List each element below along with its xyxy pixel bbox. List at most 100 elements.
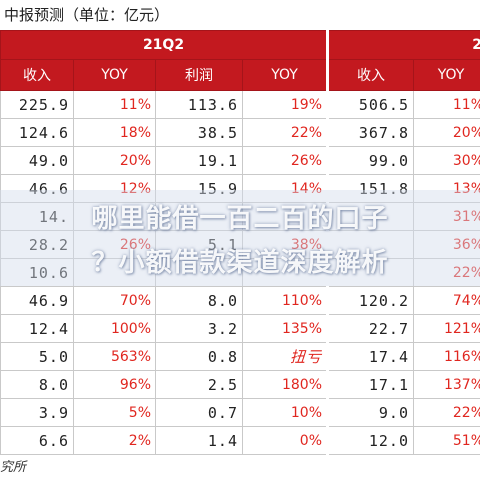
table-row: 12.4 100% 3.2 135% 22.7 121% bbox=[0, 314, 480, 343]
yoy-cell: 11% bbox=[413, 90, 480, 119]
yoy-cell: 116% bbox=[413, 342, 480, 371]
yoy-cell: 22% bbox=[413, 398, 480, 427]
yoy-cell: 110% bbox=[242, 286, 328, 315]
col-header-revenue: 收入 bbox=[326, 59, 414, 91]
yoy-cell: 20% bbox=[413, 118, 480, 147]
yoy-cell bbox=[73, 202, 156, 231]
value-cell bbox=[326, 230, 414, 259]
col-header-profit: 利润 bbox=[155, 59, 243, 91]
table-row: 14. 31% bbox=[0, 202, 480, 231]
yoy-cell: 13% bbox=[413, 174, 480, 203]
value-cell: 5.1 bbox=[155, 230, 243, 259]
value-cell: 46.6 bbox=[0, 174, 74, 203]
yoy-cell: 20% bbox=[73, 146, 156, 175]
forecast-table: 21Q2 2 收入 YOY 利润 YOY 收入 YOY 225.911%113.… bbox=[0, 30, 480, 455]
table-row: 3.95%0.710%9.022% bbox=[0, 398, 480, 427]
yoy-cell: 137% bbox=[413, 370, 480, 399]
value-cell: 8.0 bbox=[155, 286, 243, 315]
value-cell: 124.6 bbox=[0, 118, 74, 147]
value-cell: 367.8 bbox=[326, 118, 414, 147]
table-row: 6.62%1.40%12.051% bbox=[0, 426, 480, 455]
table-row: 10.6 22% bbox=[0, 258, 480, 287]
value-cell: 99.0 bbox=[326, 146, 414, 175]
col-header-revenue: 收入 bbox=[0, 59, 74, 91]
table-row: 49.020%19.126%99.030% bbox=[0, 146, 480, 175]
value-cell: 15.9 bbox=[155, 174, 243, 203]
table-row: 225.911%113.619%506.511% bbox=[0, 90, 480, 119]
yoy-cell: 12% bbox=[73, 174, 156, 203]
table-row: 5.0 563% 0.8 扭亏 17.4 116% bbox=[0, 342, 480, 371]
value-cell: 5.0 bbox=[0, 342, 74, 371]
period-header-row: 21Q2 2 bbox=[0, 30, 480, 60]
value-cell: 0.8 bbox=[155, 342, 243, 371]
value-cell: 19.1 bbox=[155, 146, 243, 175]
value-cell bbox=[155, 258, 243, 287]
value-cell: 225.9 bbox=[0, 90, 74, 119]
value-cell: 6.6 bbox=[0, 426, 74, 455]
yoy-cell: 11% bbox=[73, 90, 156, 119]
yoy-cell: 0% bbox=[242, 426, 328, 455]
yoy-cell: 74% bbox=[413, 286, 480, 315]
source-note: 究所 bbox=[0, 460, 27, 475]
value-cell: 506.5 bbox=[326, 90, 414, 119]
period-next: 2 bbox=[326, 30, 480, 60]
value-cell: 12.0 bbox=[326, 426, 414, 455]
table-title: 中报预测（单位：亿元） bbox=[4, 6, 170, 24]
yoy-cell: 51% bbox=[413, 426, 480, 455]
yoy-cell: 5% bbox=[73, 398, 156, 427]
value-cell: 113.6 bbox=[155, 90, 243, 119]
yoy-cell: 18% bbox=[73, 118, 156, 147]
value-cell: 3.9 bbox=[0, 398, 74, 427]
value-cell: 49.0 bbox=[0, 146, 74, 175]
value-cell: 9.0 bbox=[326, 398, 414, 427]
yoy-cell: 19% bbox=[242, 90, 328, 119]
yoy-cell: 563% bbox=[73, 342, 156, 371]
yoy-cell: 22% bbox=[413, 258, 480, 287]
yoy-cell: 30% bbox=[413, 146, 480, 175]
table-row: 8.0 96% 2.5 180% 17.1 137% bbox=[0, 370, 480, 399]
yoy-cell: 10% bbox=[242, 398, 328, 427]
table-row: 124.618%38.522%367.820% bbox=[0, 118, 480, 147]
value-cell: 14. bbox=[0, 202, 74, 231]
value-cell: 22.7 bbox=[326, 314, 414, 343]
col-header-yoy: YOY bbox=[413, 59, 480, 91]
value-cell: 28.2 bbox=[0, 230, 74, 259]
value-cell: 38.5 bbox=[155, 118, 243, 147]
col-header-yoy: YOY bbox=[73, 59, 156, 91]
yoy-cell: 26% bbox=[73, 230, 156, 259]
yoy-cell: 22% bbox=[242, 118, 328, 147]
value-cell: 2.5 bbox=[155, 370, 243, 399]
yoy-cell bbox=[242, 258, 328, 287]
yoy-cell: 14% bbox=[242, 174, 328, 203]
yoy-cell: 180% bbox=[242, 370, 328, 399]
yoy-cell: 31% bbox=[413, 202, 480, 231]
yoy-cell: 121% bbox=[413, 314, 480, 343]
yoy-cell bbox=[73, 258, 156, 287]
yoy-cell: 100% bbox=[73, 314, 156, 343]
value-cell: 1.4 bbox=[155, 426, 243, 455]
value-cell: 10.6 bbox=[0, 258, 74, 287]
yoy-cell bbox=[242, 202, 328, 231]
value-cell: 151.8 bbox=[326, 174, 414, 203]
value-cell: 120.2 bbox=[326, 286, 414, 315]
value-cell: 3.2 bbox=[155, 314, 243, 343]
yoy-cell: 扭亏 bbox=[242, 342, 328, 371]
value-cell: 17.4 bbox=[326, 342, 414, 371]
value-cell: 8.0 bbox=[0, 370, 74, 399]
yoy-cell: 135% bbox=[242, 314, 328, 343]
value-cell bbox=[326, 258, 414, 287]
value-cell bbox=[155, 202, 243, 231]
yoy-cell: 36% bbox=[413, 230, 480, 259]
col-header-yoy: YOY bbox=[242, 59, 328, 91]
value-cell bbox=[326, 202, 414, 231]
column-header-row: 收入 YOY 利润 YOY 收入 YOY bbox=[0, 59, 480, 91]
yoy-cell: 70% bbox=[73, 286, 156, 315]
table-row: 28.226%5.138% 36% bbox=[0, 230, 480, 259]
period-21q2: 21Q2 bbox=[0, 30, 328, 60]
yoy-cell: 26% bbox=[242, 146, 328, 175]
table-row: 46.612%15.914%151.813% bbox=[0, 174, 480, 203]
value-cell: 12.4 bbox=[0, 314, 74, 343]
yoy-cell: 38% bbox=[242, 230, 328, 259]
yoy-cell: 2% bbox=[73, 426, 156, 455]
